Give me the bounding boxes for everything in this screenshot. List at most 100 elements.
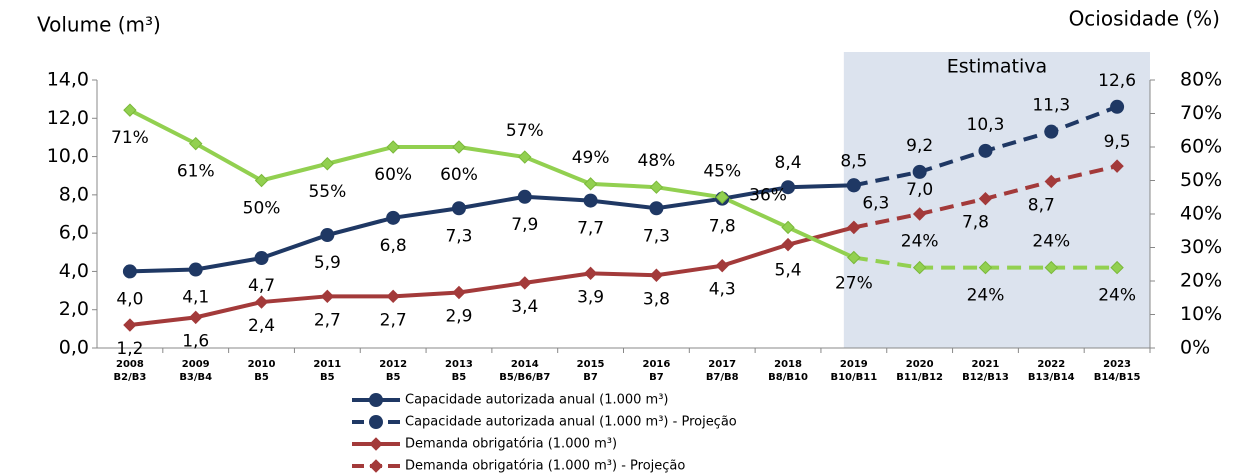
marker (452, 285, 466, 300)
marker (189, 136, 203, 151)
marker (254, 251, 269, 266)
marker (320, 228, 335, 243)
data-label: 7,9 (511, 215, 538, 235)
shaded-region (843, 52, 1150, 348)
x-tick-label: 2008 (116, 359, 144, 370)
marker (715, 258, 729, 273)
x-tick-sublabel: B5/B6/B7 (499, 372, 550, 383)
y-axis-title: Volume (m³) (37, 13, 161, 37)
data-label: 5,4 (775, 261, 802, 281)
y2-tick-label: 0% (1180, 337, 1210, 359)
marker (583, 177, 598, 191)
series-line (129, 225, 855, 328)
marker (386, 210, 401, 225)
data-label: 27% (835, 274, 873, 294)
y-tick-label: 2,0 (59, 298, 89, 320)
y2-tick-label: 30% (1180, 236, 1222, 258)
marker (320, 157, 335, 171)
data-label: 7,8 (962, 213, 989, 233)
marker (452, 140, 466, 154)
x-tick-sublabel: B3/B4 (179, 372, 212, 383)
x-tick-sublabel: B7 (649, 372, 664, 383)
x-tick-label: 2015 (577, 359, 605, 370)
data-label: 5,9 (314, 253, 341, 273)
data-label: 1,2 (116, 339, 143, 359)
y2-tick-label: 20% (1180, 270, 1222, 292)
x-tick-label: 2021 (972, 359, 1000, 370)
marker (517, 189, 532, 204)
data-label: 4,1 (182, 288, 209, 308)
marker (1044, 260, 1058, 275)
marker (369, 437, 383, 451)
data-label: 4,0 (116, 289, 143, 309)
marker (978, 191, 993, 206)
data-label: 2,4 (248, 316, 275, 336)
x-tick-label: 2017 (708, 359, 736, 370)
series-line (128, 108, 855, 260)
y-tick-label: 8,0 (59, 183, 89, 205)
marker (1044, 124, 1059, 139)
marker (781, 180, 796, 195)
marker (369, 415, 383, 429)
data-label: 55% (308, 182, 346, 202)
data-label: 3,9 (577, 287, 604, 307)
data-label: 3,8 (643, 289, 670, 309)
marker (912, 260, 927, 275)
data-label: 50% (243, 199, 281, 219)
data-label: 49% (572, 148, 610, 168)
marker (369, 459, 383, 473)
marker (518, 150, 532, 164)
x-tick-sublabel: B13/B14 (1028, 372, 1075, 383)
legend-label: Demanda obrigatória (1.000 m³) (405, 437, 617, 452)
shaded-region-label: Estimativa (947, 56, 1047, 78)
data-label: 9,2 (906, 136, 933, 156)
y2-tick-label: 70% (1180, 102, 1222, 124)
legend-label: Demanda obrigatória (1.000 m³) - Projeçã… (405, 459, 685, 474)
y2-axis-title: Ociosidade (%) (1069, 7, 1220, 31)
marker (715, 190, 729, 204)
x-tick-label: 2009 (182, 359, 210, 370)
y-tick-label: 4,0 (59, 260, 89, 282)
marker (254, 295, 269, 309)
data-label: 12,6 (1098, 71, 1136, 91)
legend-label: Capacidade autorizada anual (1.000 m³) -… (405, 415, 737, 430)
x-tick-label: 2014 (511, 359, 539, 370)
data-label: 8,4 (775, 153, 802, 173)
marker (1110, 260, 1124, 275)
marker (189, 310, 203, 325)
marker (781, 237, 795, 252)
data-label: 2,7 (380, 310, 407, 330)
data-label: 2,9 (445, 306, 472, 326)
data-label: 1,6 (182, 331, 209, 351)
marker (188, 262, 203, 277)
y-tick-label: 12,0 (47, 107, 89, 129)
y2-tick-label: 40% (1180, 203, 1222, 225)
data-label: 36% (749, 185, 787, 205)
data-label: 24% (1098, 286, 1136, 306)
x-tick-label: 2019 (840, 359, 868, 370)
x-tick-sublabel: B7 (583, 372, 598, 383)
marker (1110, 159, 1124, 173)
marker (649, 180, 664, 194)
x-tick-label: 2013 (445, 359, 473, 370)
marker (518, 276, 532, 290)
y-tick-label: 14,0 (47, 69, 89, 91)
marker (978, 260, 993, 275)
marker (1110, 99, 1125, 114)
marker (386, 140, 400, 154)
data-label: 45% (703, 161, 741, 181)
x-tick-sublabel: B2/B3 (114, 372, 147, 383)
data-label: 6,3 (862, 193, 889, 213)
marker (847, 250, 861, 265)
data-label: 7,8 (709, 217, 736, 237)
data-label: 11,3 (1032, 96, 1070, 116)
marker (123, 318, 137, 332)
x-tick-label: 2022 (1037, 359, 1065, 370)
y-tick-label: 0,0 (59, 337, 89, 359)
y2-tick-label: 80% (1180, 69, 1222, 91)
data-label: 3,4 (511, 297, 538, 317)
marker (649, 268, 664, 282)
data-label: 60% (374, 165, 412, 185)
marker (583, 266, 598, 281)
x-tick-sublabel: B5 (452, 372, 467, 383)
